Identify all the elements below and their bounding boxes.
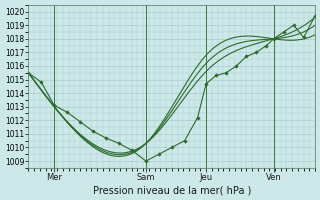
X-axis label: Pression niveau de la mer( hPa ): Pression niveau de la mer( hPa ) (92, 185, 251, 195)
